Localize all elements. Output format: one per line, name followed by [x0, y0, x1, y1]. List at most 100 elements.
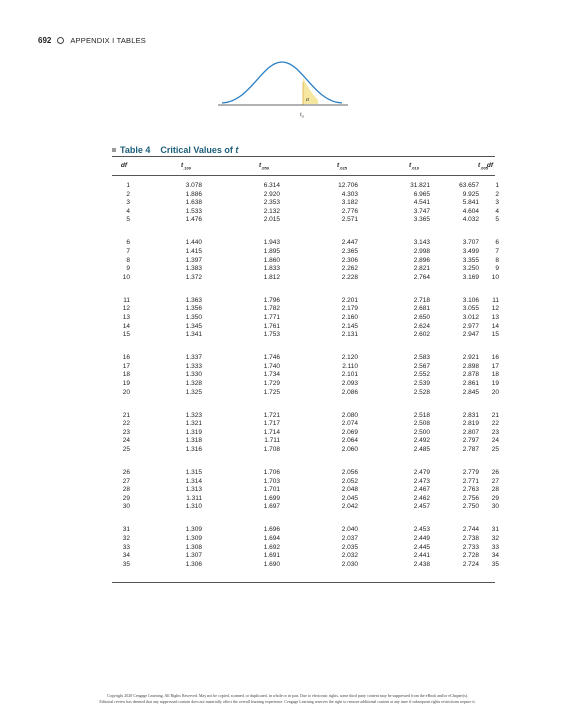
df-cell: 19	[491, 380, 499, 387]
df-cell: 18	[491, 371, 499, 379]
critical-value-cell: 1.943	[263, 239, 280, 247]
critical-value-cell: 2.998	[413, 248, 430, 255]
t-distribution-figure: a tα	[218, 61, 348, 119]
running-header: 692 APPENDIX I TABLES	[38, 36, 146, 45]
df-cell: 6	[495, 239, 499, 247]
critical-value-cell: 1.533	[185, 207, 202, 215]
critical-value-cell: 1.782	[263, 305, 280, 313]
critical-value-cell: 1.372	[185, 273, 202, 281]
critical-value-cell: 1.638	[185, 199, 202, 207]
df-cell: 24	[122, 437, 130, 445]
critical-value-cell: 4.604	[462, 207, 479, 215]
critical-value-cell: 2.819	[462, 420, 479, 428]
critical-value-cell: 2.763	[462, 486, 479, 494]
critical-value-cell: 1.318	[185, 437, 202, 445]
critical-value-cell: 12.706	[338, 182, 358, 189]
df-cell: 31	[122, 526, 130, 534]
critical-value-cell: 2.052	[341, 477, 358, 485]
critical-value-cell: 2.131	[341, 331, 358, 339]
df-cell: 17	[122, 362, 130, 370]
df-cell: 29	[122, 494, 130, 502]
critical-value-cell: 1.313	[185, 486, 202, 494]
critical-value-cell: 6.314	[263, 182, 280, 189]
df-cell: 22	[122, 420, 130, 428]
critical-value-cell: 2.787	[462, 446, 479, 453]
critical-value-cell: 1.330	[185, 371, 202, 379]
critical-value-cell: 2.500	[413, 428, 430, 436]
critical-value-cell: 4.303	[341, 190, 358, 198]
df-cell: 29	[491, 494, 499, 502]
tail-area-shade	[303, 78, 318, 104]
column-header: t.010	[409, 162, 419, 171]
df-cell: 31	[491, 526, 499, 534]
df-cell: 4	[495, 207, 499, 215]
critical-value-cell: 2.681	[413, 305, 430, 313]
df-cell: 2	[126, 190, 130, 198]
critical-value-cell: 2.977	[462, 322, 479, 330]
df-cell: 21	[122, 411, 130, 419]
df-cell: 13	[122, 314, 130, 321]
df-cell: 12	[122, 305, 130, 313]
critical-value-cell: 1.308	[185, 543, 202, 551]
critical-value-cell: 1.691	[263, 552, 280, 560]
df-cell: 7	[126, 248, 130, 255]
critical-value-cell: 2.040	[341, 526, 358, 534]
critical-value-cell: 1.703	[263, 477, 280, 485]
critical-value-cell: 2.093	[341, 380, 358, 387]
critical-value-cell: 1.341	[185, 331, 202, 339]
critical-value-cell: 2.056	[341, 469, 358, 476]
df-cell: 32	[122, 535, 130, 542]
critical-value-cell: 2.045	[341, 494, 358, 502]
df-cell: 3	[495, 199, 499, 207]
table-number: Table 4	[120, 145, 151, 155]
df-cell: 28	[491, 486, 499, 494]
critical-value-cell: 2.110	[342, 362, 358, 370]
critical-value-cell: 1.309	[185, 535, 202, 542]
critical-value-cell: 2.086	[341, 388, 358, 396]
critical-value-cell: 2.145	[341, 322, 358, 330]
critical-value-cell: 1.350	[185, 314, 202, 321]
df-cell: 19	[122, 380, 130, 387]
df-cell: 30	[491, 503, 499, 511]
critical-value-cell: 2.920	[263, 190, 280, 198]
df-cell: 8	[126, 256, 130, 264]
critical-value-cell: 2.518	[413, 411, 430, 419]
table-header-rule	[112, 175, 495, 176]
critical-value-cell: 2.624	[413, 322, 430, 330]
df-cell: 15	[122, 331, 130, 339]
df-cell: 25	[122, 446, 130, 453]
critical-value-cell: 2.080	[341, 411, 358, 419]
critical-value-cell: 1.321	[185, 420, 202, 428]
critical-value-cell: 2.724	[462, 560, 479, 568]
critical-value-cell: 1.309	[185, 526, 202, 534]
critical-value-cell: 2.744	[462, 526, 479, 534]
column-header: t.005	[478, 162, 488, 171]
critical-value-cell: 2.508	[413, 420, 430, 428]
page-number: 692	[38, 36, 52, 45]
critical-value-cell: 1.706	[263, 469, 280, 476]
critical-value-cell: 2.074	[341, 420, 358, 428]
critical-value-cell: 2.306	[341, 256, 358, 264]
column-header: t.100	[181, 162, 191, 171]
critical-value-cell: 2.132	[263, 207, 280, 215]
critical-value-cell: 2.262	[341, 265, 358, 273]
critical-value-cell: 3.355	[462, 256, 479, 264]
critical-value-cell: 2.921	[462, 354, 479, 362]
critical-value-cell: 2.567	[413, 362, 430, 370]
df-cell: 9	[126, 265, 130, 273]
critical-value-cell: 2.042	[341, 503, 358, 511]
df-cell: 14	[122, 322, 130, 330]
critical-value-cell: 1.690	[263, 560, 280, 568]
critical-value-cell: 1.383	[185, 265, 202, 273]
critical-value-cell: 2.015	[263, 216, 280, 224]
critical-value-cell: 1.697	[263, 503, 280, 511]
critical-value-cell: 1.771	[263, 314, 280, 321]
critical-value-cell: 3.707	[462, 239, 479, 247]
df-cell: 7	[495, 248, 499, 255]
critical-value-cell: 1.345	[185, 322, 202, 330]
df-cell: 18	[122, 371, 130, 379]
column-header: t.050	[259, 162, 269, 171]
df-cell: 16	[122, 354, 130, 362]
critical-value-cell: 1.333	[185, 362, 202, 370]
column-header: df	[120, 162, 128, 169]
